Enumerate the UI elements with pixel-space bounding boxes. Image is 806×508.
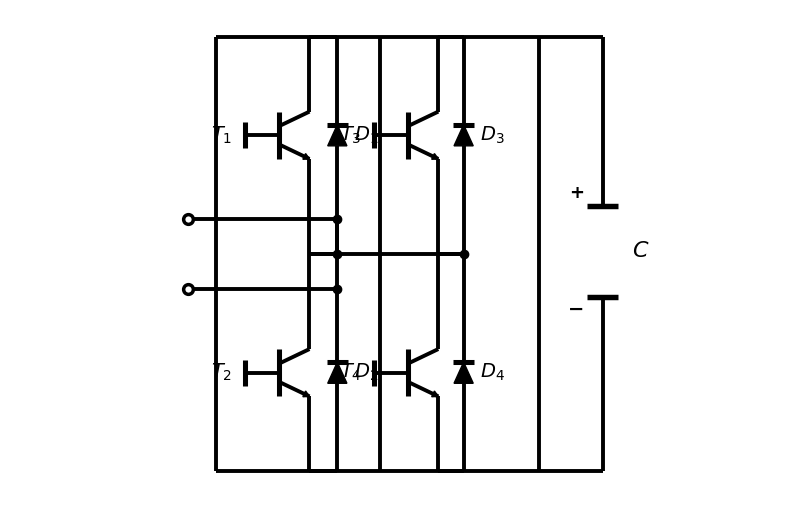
- Text: $T_{2}$: $T_{2}$: [211, 362, 232, 384]
- Polygon shape: [454, 362, 473, 384]
- Polygon shape: [454, 124, 473, 146]
- Text: $D_{3}$: $D_{3}$: [480, 124, 505, 146]
- Text: $T_{3}$: $T_{3}$: [340, 124, 361, 146]
- Text: $D_{1}$: $D_{1}$: [354, 124, 378, 146]
- Text: $T_{4}$: $T_{4}$: [339, 362, 361, 384]
- Polygon shape: [328, 362, 347, 384]
- Text: +: +: [569, 184, 584, 202]
- Text: $D_{2}$: $D_{2}$: [354, 362, 378, 384]
- Polygon shape: [432, 153, 438, 160]
- Text: −: −: [568, 300, 584, 319]
- Polygon shape: [303, 153, 310, 160]
- Text: $D_{4}$: $D_{4}$: [480, 362, 505, 384]
- Polygon shape: [432, 391, 438, 397]
- Polygon shape: [328, 124, 347, 146]
- Text: $C$: $C$: [632, 241, 650, 262]
- Text: $T_{1}$: $T_{1}$: [211, 124, 232, 146]
- Polygon shape: [303, 391, 310, 397]
